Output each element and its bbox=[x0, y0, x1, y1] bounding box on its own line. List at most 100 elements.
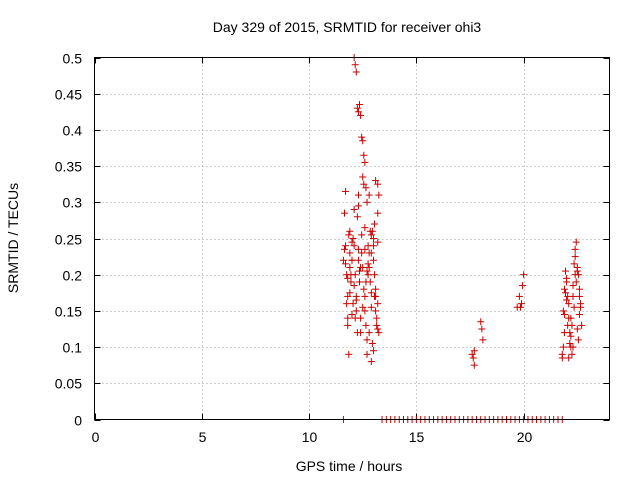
y-tick-label: 0.2 bbox=[63, 268, 83, 284]
data-point bbox=[362, 184, 370, 192]
data-point bbox=[374, 209, 382, 217]
data-point bbox=[361, 292, 369, 300]
data-point bbox=[364, 271, 372, 279]
data-point bbox=[348, 238, 356, 246]
data-point bbox=[375, 191, 383, 199]
data-point bbox=[361, 224, 369, 232]
data-point bbox=[363, 350, 371, 358]
data-point bbox=[563, 274, 571, 282]
grid bbox=[94, 57, 610, 420]
data-point bbox=[354, 245, 362, 253]
y-tick-label: 0.45 bbox=[55, 87, 82, 103]
data-point bbox=[346, 289, 354, 297]
data-point bbox=[371, 271, 379, 279]
data-point bbox=[361, 245, 369, 253]
data-point bbox=[478, 325, 486, 333]
data-point bbox=[352, 307, 360, 315]
data-point bbox=[562, 289, 570, 297]
data-point bbox=[351, 314, 359, 322]
data-point bbox=[354, 108, 362, 116]
data-point bbox=[364, 260, 372, 268]
data-point bbox=[559, 307, 567, 315]
data-point bbox=[375, 329, 383, 337]
data-point bbox=[344, 314, 352, 322]
data-point bbox=[345, 231, 353, 239]
data-point bbox=[477, 318, 485, 326]
data-point bbox=[342, 187, 350, 195]
data-point bbox=[352, 296, 360, 304]
data-point bbox=[346, 227, 354, 235]
data-point bbox=[558, 354, 566, 362]
data-point bbox=[367, 358, 375, 366]
data-point bbox=[371, 292, 379, 300]
data-point bbox=[359, 303, 367, 311]
data-point bbox=[342, 242, 350, 250]
data-point bbox=[562, 267, 570, 275]
data-point bbox=[356, 278, 364, 286]
data-point bbox=[573, 325, 581, 333]
data-point bbox=[360, 151, 368, 159]
data-point bbox=[358, 249, 366, 257]
data-point bbox=[470, 361, 478, 369]
data-point bbox=[572, 238, 580, 246]
data-point bbox=[520, 271, 528, 279]
data-point bbox=[346, 249, 354, 257]
data-point bbox=[575, 292, 583, 300]
y-tick-label: 0.35 bbox=[55, 159, 82, 175]
x-tick-label: 20 bbox=[517, 429, 533, 445]
data-point bbox=[572, 278, 580, 286]
data-point bbox=[353, 104, 361, 112]
data-point bbox=[518, 300, 526, 308]
data-point bbox=[570, 260, 578, 268]
data-point bbox=[339, 256, 347, 264]
x-tick-label: 0 bbox=[92, 429, 100, 445]
data-point bbox=[343, 300, 351, 308]
data-point bbox=[367, 249, 375, 257]
data-point bbox=[354, 191, 362, 199]
data-point bbox=[357, 111, 365, 119]
data-point bbox=[350, 242, 358, 250]
data-point bbox=[363, 198, 371, 206]
y-tick-label: 0.25 bbox=[55, 232, 82, 248]
data-point bbox=[373, 314, 381, 322]
data-point bbox=[575, 311, 583, 319]
x-tick-label: 5 bbox=[199, 429, 207, 445]
data-point bbox=[374, 180, 382, 188]
data-point bbox=[344, 321, 352, 329]
data-point bbox=[567, 343, 575, 351]
data-point bbox=[565, 314, 573, 322]
data-point bbox=[354, 256, 362, 264]
x-axis-label: GPS time / hours bbox=[296, 458, 403, 474]
tick-labels: 0 0.05 0.1 0.15 0.2 0.25 0.3 0.35 0.4 0.45 0.5 0 5 10… bbox=[55, 51, 533, 446]
data-point bbox=[372, 177, 380, 185]
y-tick-label: 0.05 bbox=[55, 376, 82, 392]
data-point bbox=[574, 336, 582, 344]
chart-title: Day 329 of 2015, SRMTID for receiver ohi… bbox=[213, 19, 482, 35]
data-point bbox=[374, 238, 382, 246]
data-point bbox=[362, 321, 370, 329]
data-point bbox=[372, 285, 380, 293]
y-axis-label: SRMTID / TECUs bbox=[5, 183, 21, 293]
y-tick-label: 0 bbox=[74, 413, 82, 429]
data-point bbox=[479, 336, 487, 344]
data-point bbox=[340, 245, 348, 253]
data-point bbox=[342, 260, 350, 268]
data-point bbox=[359, 137, 367, 145]
data-point bbox=[357, 263, 365, 271]
data-point bbox=[344, 274, 352, 282]
x-tick-label: 15 bbox=[409, 429, 425, 445]
data-point bbox=[351, 61, 359, 69]
y-tick-label: 0.5 bbox=[63, 51, 83, 67]
data-point bbox=[367, 289, 375, 297]
data-point bbox=[371, 220, 379, 228]
y-tick-label: 0.4 bbox=[63, 123, 83, 139]
data-point bbox=[374, 325, 382, 333]
data-point bbox=[356, 101, 364, 109]
data-point bbox=[350, 206, 358, 214]
data-point bbox=[369, 347, 377, 355]
data-point bbox=[571, 245, 579, 253]
data-point bbox=[367, 303, 375, 311]
data-point bbox=[349, 300, 357, 308]
data-point bbox=[573, 267, 581, 275]
